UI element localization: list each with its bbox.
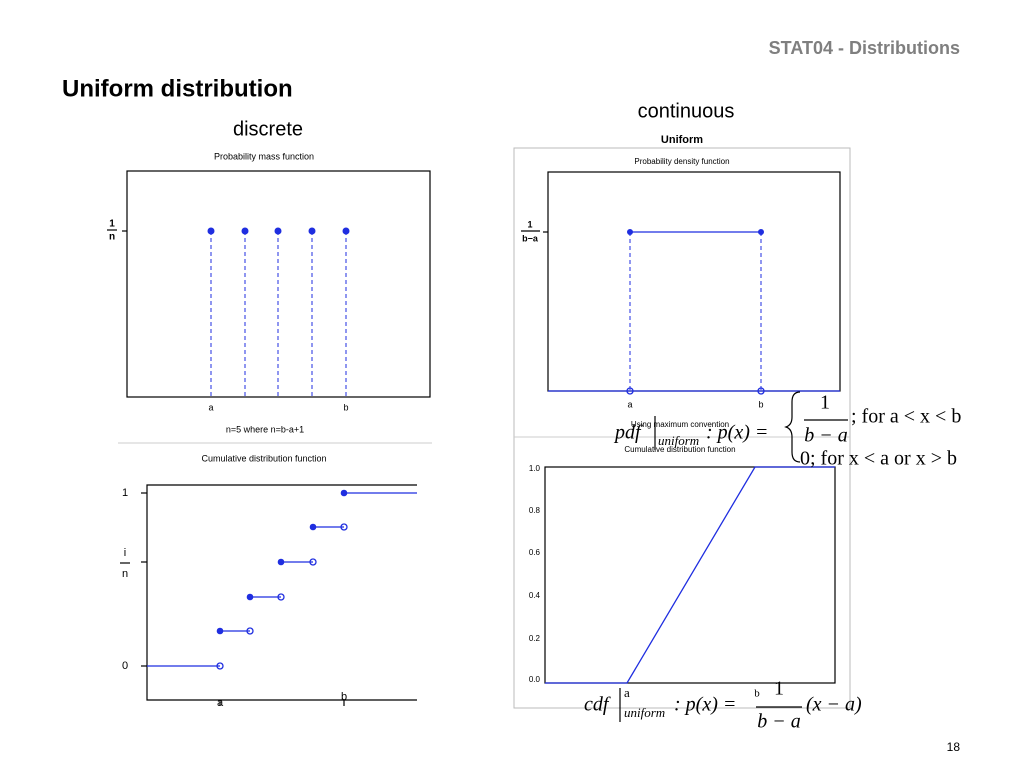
pmf-stems-part	[308, 227, 316, 235]
pmf-stems-part	[241, 227, 249, 235]
pdf-y-num: 1	[527, 219, 532, 229]
f-cdf-num: 1	[774, 678, 784, 700]
brace	[784, 391, 801, 463]
pmf-stems-part	[207, 227, 215, 235]
f-cdf-b: b	[754, 688, 760, 700]
ccdf-y-tick: 0.2	[529, 634, 541, 643]
pdf-box	[547, 171, 841, 392]
cdf-formula: cdf a uniform : p(x) = b 1 b − a (x − a)	[584, 678, 862, 733]
f-pdf-sub: uniform	[658, 433, 699, 448]
cdf-steps-part	[309, 558, 317, 566]
ccdf-y-tick: 1.0	[529, 464, 541, 473]
pmf-x-a: a	[208, 402, 213, 412]
pdf-curve-part	[626, 387, 634, 395]
cdf-x-a: a	[217, 697, 224, 709]
f-cdf-sup: a	[624, 685, 630, 700]
pdf-curve-part	[627, 229, 633, 235]
pmf-stems	[207, 227, 350, 397]
pmf-caption: n=5 where n=b-a+1	[226, 424, 304, 434]
ccdf-y-tick: 0.8	[529, 506, 541, 515]
pdf-curve	[548, 229, 840, 395]
pdf-title: Probability density function	[634, 157, 729, 166]
f-cdf-den: b − a	[757, 711, 801, 733]
cdf-steps-part	[246, 627, 254, 635]
pdf-x-a: a	[627, 399, 632, 409]
pdf-formula: pdf uniform : p(x) = 1 b − a ; for a < x…	[613, 391, 961, 470]
cdf-steps-part	[277, 593, 285, 601]
pdf-x-b: b	[758, 399, 763, 409]
ccdf-y-tick: 0.0	[529, 675, 541, 684]
page-number: 18	[947, 740, 961, 754]
f-cdf-sub: uniform	[624, 705, 665, 720]
cdf-axes	[146, 484, 417, 701]
ccdf-yticks: 1.0 0.8 0.6 0.4 0.2 0.0	[529, 464, 541, 684]
course: STAT04 - Distributions	[769, 38, 960, 58]
cdf-y-num: i	[124, 547, 126, 559]
cdf-steps-part	[309, 523, 317, 531]
pmf-y-den: n	[109, 232, 115, 243]
continuous-heading: Uniform	[661, 134, 703, 146]
ccdf-y-tick: 0.6	[529, 548, 541, 557]
panel-frame	[513, 147, 851, 709]
cdf-y-den: n	[122, 568, 128, 580]
cdf-steps-part	[340, 489, 348, 497]
pdf-caption: Using maximum convention	[631, 420, 729, 429]
cdf-title: Cumulative distribution function	[201, 453, 326, 463]
f-cdf-rhs: (x − a)	[806, 694, 862, 716]
pmf-x-b: b	[343, 402, 348, 412]
continuous-label: continuous	[638, 100, 735, 122]
pmf-title: Probability mass function	[214, 151, 314, 161]
f-cdf: cdf	[584, 694, 611, 716]
pdf-curve-part	[757, 387, 765, 395]
discrete-label: discrete	[233, 118, 303, 140]
cdf-steps-part	[277, 558, 285, 566]
pdf-curve-part	[758, 229, 764, 235]
f-pdf-case1: ; for a < x < b	[851, 406, 961, 428]
pmf-stems-part	[342, 227, 350, 235]
ccdf-title: Cumulative distribution function	[624, 445, 735, 454]
f-pdf-lhs: : p(x) =	[706, 422, 768, 444]
cdf-steps-part	[246, 593, 254, 601]
f-pdf-case2: 0; for x < a or x > b	[800, 448, 957, 470]
cdf-steps-part	[216, 627, 224, 635]
f-cdf-lhs: : p(x) =	[674, 694, 736, 716]
pmf-stems-part	[274, 227, 282, 235]
cdf-steps-part	[216, 662, 224, 670]
f-pdf-num: 1	[820, 392, 830, 414]
pmf-y-num: 1	[109, 219, 115, 230]
cdf-steps-part	[340, 523, 348, 531]
ccdf-box	[544, 466, 836, 684]
title: Uniform distribution	[62, 75, 293, 102]
f-pdf-den: b − a	[804, 425, 848, 447]
cdf-y-0: 0	[122, 660, 128, 672]
pmf-box	[126, 170, 431, 398]
ccdf-y-tick: 0.4	[529, 591, 541, 600]
pdf-y-den: b−a	[522, 233, 539, 243]
cdf-steps	[147, 489, 417, 670]
f-pdf: pdf	[613, 422, 643, 444]
cdf-x-b: b	[341, 691, 347, 703]
ccdf-curve	[545, 466, 835, 684]
cdf-y-1: 1	[122, 487, 128, 499]
